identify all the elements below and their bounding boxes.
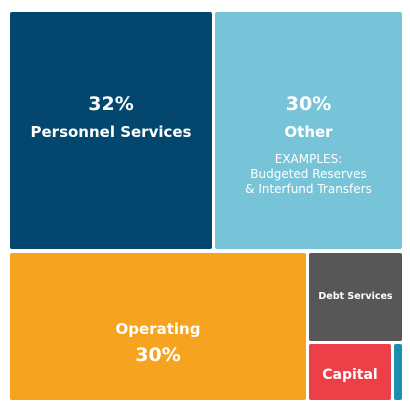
other-percent-label: 30% bbox=[285, 93, 332, 115]
personnel-label: Personnel Services bbox=[30, 123, 192, 141]
other-label: Other bbox=[284, 123, 333, 141]
other-note-line-2: Budgeted Reserves bbox=[250, 167, 367, 181]
tile-personnel-services: 32% Personnel Services bbox=[10, 12, 212, 249]
tile-operating: Operating 30% bbox=[10, 253, 306, 400]
tile-capital: Capital bbox=[309, 344, 391, 400]
tile-unlabeled-small bbox=[394, 344, 402, 400]
operating-label: Operating bbox=[115, 320, 201, 338]
tile-other: 30% Other EXAMPLES: Budgeted Reserves & … bbox=[215, 12, 402, 249]
personnel-percent-label: 32% bbox=[88, 93, 134, 115]
other-examples-note: EXAMPLES: Budgeted Reserves & Interfund … bbox=[215, 152, 402, 197]
other-note-line-3: & Interfund Transfers bbox=[245, 182, 372, 196]
other-note-line-1: EXAMPLES: bbox=[274, 152, 343, 166]
capital-label: Capital bbox=[322, 367, 378, 383]
tile-debt-services: Debt Services bbox=[309, 253, 402, 341]
operating-percent-label: 30% bbox=[135, 344, 181, 366]
debt-services-label: Debt Services bbox=[318, 291, 393, 302]
